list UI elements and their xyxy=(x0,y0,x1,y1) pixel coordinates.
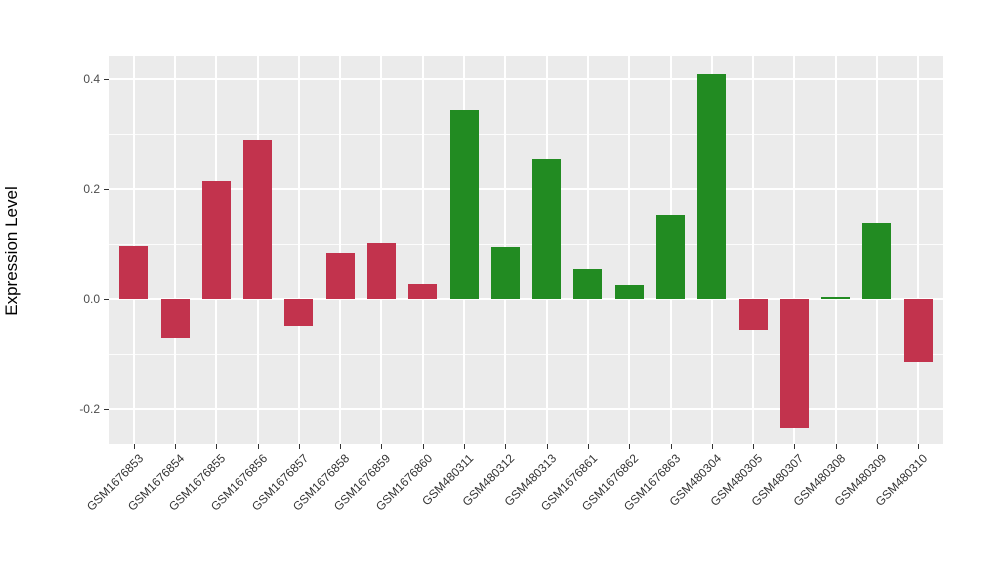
x-tick-mark xyxy=(835,444,837,449)
y-tick-mark xyxy=(104,189,109,191)
bar xyxy=(614,285,644,300)
x-tick-mark xyxy=(876,444,878,449)
vertical-gridline xyxy=(297,56,300,444)
major-gridline xyxy=(109,408,943,411)
vertical-gridline xyxy=(421,56,424,444)
bar xyxy=(532,158,562,300)
y-axis-title: Expression Level xyxy=(2,186,21,316)
vertical-gridline xyxy=(917,56,920,444)
x-tick-mark xyxy=(381,444,383,449)
bar xyxy=(449,110,479,300)
minor-gridline xyxy=(109,353,943,355)
bar xyxy=(201,181,231,300)
x-tick-mark xyxy=(175,444,177,449)
major-gridline xyxy=(109,78,943,81)
x-tick-mark xyxy=(546,444,548,449)
y-tick-label: 0.0 xyxy=(83,292,100,307)
bar xyxy=(656,215,685,300)
x-tick-mark xyxy=(133,444,135,449)
bar xyxy=(821,296,851,300)
vertical-gridline xyxy=(834,56,837,444)
bar xyxy=(325,252,355,300)
bar xyxy=(160,299,190,338)
vertical-gridline xyxy=(752,56,755,444)
x-tick-mark xyxy=(918,444,920,449)
bar xyxy=(903,299,933,362)
plot-panel xyxy=(109,56,943,444)
bar xyxy=(119,245,149,300)
y-tick-label: 0.4 xyxy=(83,72,100,87)
minor-gridline xyxy=(109,133,943,135)
bar xyxy=(490,247,520,300)
y-tick-mark xyxy=(104,79,109,81)
vertical-gridline xyxy=(339,56,342,444)
bar xyxy=(284,299,314,326)
x-tick-mark xyxy=(257,444,259,449)
x-tick-mark xyxy=(216,444,218,449)
vertical-gridline xyxy=(628,56,631,444)
x-tick-mark xyxy=(587,444,589,449)
bar xyxy=(408,284,438,300)
x-tick-mark xyxy=(422,444,424,449)
y-tick-mark xyxy=(104,409,109,411)
bar xyxy=(243,140,273,300)
x-tick-mark xyxy=(298,444,300,449)
bar xyxy=(573,268,603,300)
bar xyxy=(862,223,892,300)
x-tick-mark xyxy=(711,444,713,449)
x-tick-mark xyxy=(629,444,631,449)
major-gridline xyxy=(109,298,943,301)
x-tick-mark xyxy=(340,444,342,449)
vertical-gridline xyxy=(586,56,589,444)
bar xyxy=(738,299,768,330)
x-tick-mark xyxy=(505,444,507,449)
x-tick-mark xyxy=(753,444,755,449)
bar xyxy=(366,243,396,300)
major-gridline xyxy=(109,188,943,191)
vertical-gridline xyxy=(793,56,796,444)
vertical-gridline xyxy=(174,56,177,444)
bar xyxy=(697,73,727,300)
x-tick-mark xyxy=(794,444,796,449)
y-tick-mark xyxy=(104,299,109,301)
x-tick-mark xyxy=(670,444,672,449)
bar xyxy=(779,299,809,429)
y-tick-label: -0.2 xyxy=(79,402,100,417)
y-tick-label: 0.2 xyxy=(83,182,100,197)
x-tick-mark xyxy=(464,444,466,449)
minor-gridline xyxy=(109,243,943,245)
